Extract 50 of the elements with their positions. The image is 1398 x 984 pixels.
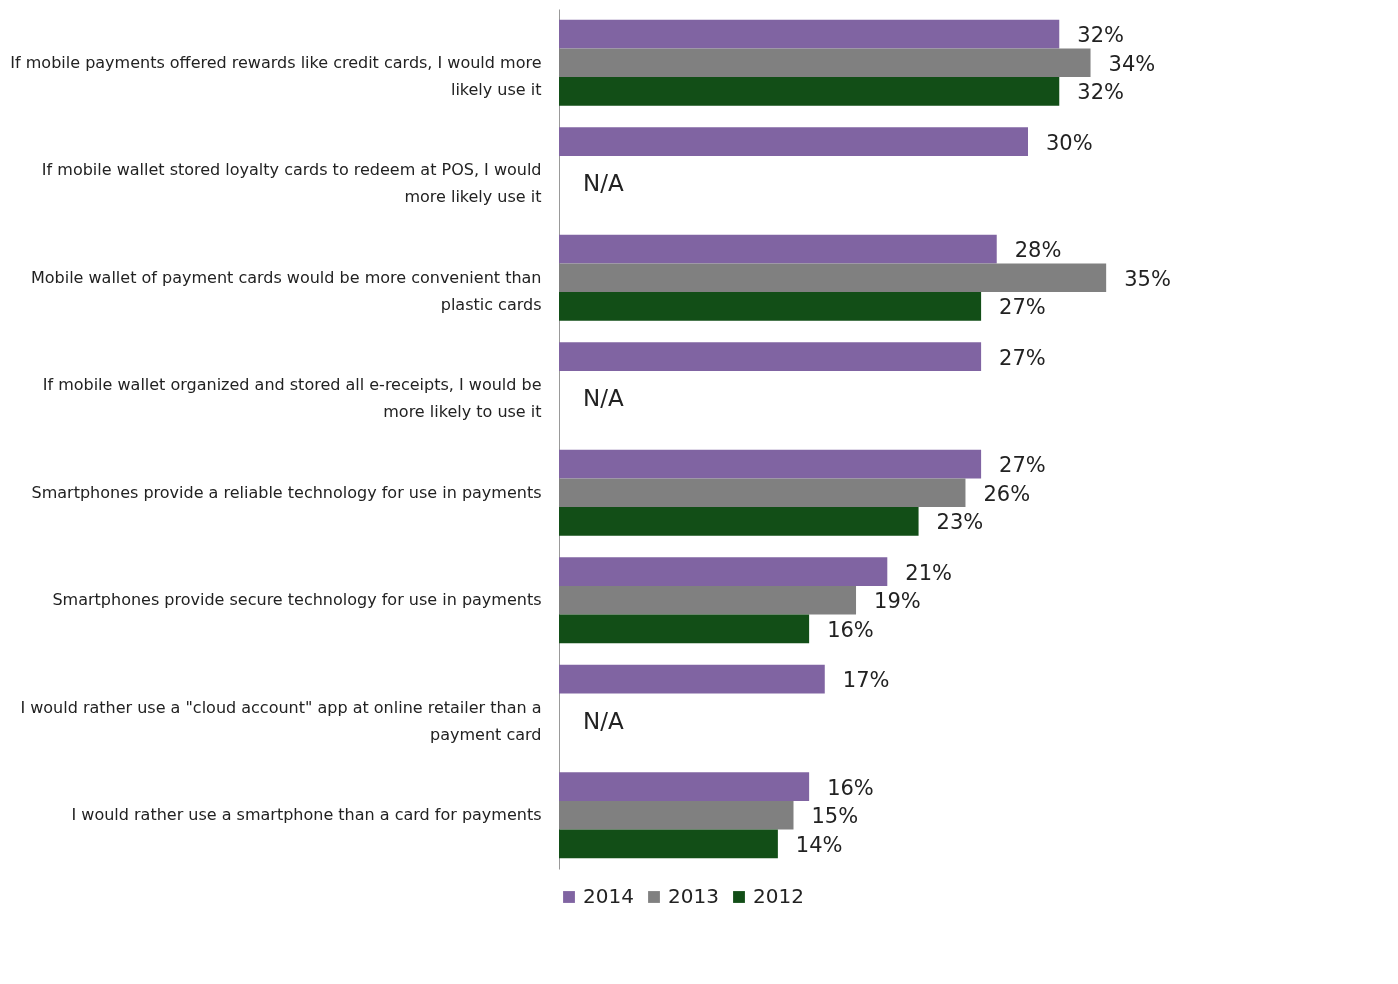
data-label: 15% bbox=[811, 804, 859, 829]
data-label: 14% bbox=[795, 832, 843, 857]
legend-label: 2012 bbox=[753, 884, 804, 908]
y-tick-label: Mobile wallet of payment cards would be more convenient than plastic cards bbox=[30, 267, 542, 314]
data-label: 16% bbox=[827, 775, 874, 800]
bar bbox=[559, 829, 778, 859]
data-label: 27% bbox=[999, 453, 1046, 478]
bar bbox=[559, 664, 825, 694]
bar bbox=[559, 234, 997, 264]
y-tick-label: I would rather use a "cloud account" app at online retailer than a payment card bbox=[20, 697, 542, 744]
bar bbox=[559, 557, 888, 586]
bar bbox=[559, 342, 982, 371]
data-label: 32% bbox=[1077, 23, 1124, 48]
legend-label: 2014 bbox=[583, 884, 634, 908]
bar bbox=[559, 19, 1060, 49]
text: N/A bbox=[583, 385, 624, 412]
data-label: 26% bbox=[983, 481, 1031, 506]
bar bbox=[559, 48, 1091, 78]
text: N/A bbox=[583, 170, 624, 197]
data-label: 21% bbox=[905, 560, 952, 585]
y-tick-label: If mobile wallet stored loyalty cards to redeem at POS, I would more likely use it bbox=[41, 160, 542, 207]
data-label: 27% bbox=[999, 295, 1046, 320]
data-label: 27% bbox=[999, 345, 1046, 370]
data-label: 34% bbox=[1108, 51, 1156, 76]
bar bbox=[559, 127, 1028, 156]
y-tick-label: Smartphones provide secure technology for use in payments bbox=[52, 590, 542, 610]
y-tick-label: I would rather use a smartphone than a card for payments bbox=[71, 805, 542, 825]
bar bbox=[559, 263, 1107, 293]
data-label: 35% bbox=[1124, 266, 1171, 291]
data-label: 30% bbox=[1046, 130, 1093, 155]
bar bbox=[559, 772, 810, 801]
text: N/A bbox=[583, 707, 624, 734]
bar bbox=[559, 585, 857, 615]
data-label: 19% bbox=[874, 589, 921, 614]
legend-label: 2013 bbox=[668, 884, 719, 908]
data-label: 17% bbox=[842, 668, 890, 693]
bar bbox=[559, 478, 966, 508]
bar bbox=[559, 800, 794, 830]
bar bbox=[559, 507, 919, 536]
data-label: 32% bbox=[1077, 80, 1124, 105]
y-tick-label: If mobile wallet organized and stored all e-receipts, I would be more likely to use it bbox=[42, 375, 542, 422]
bar bbox=[559, 449, 982, 479]
data-label: 16% bbox=[827, 617, 874, 642]
y-tick-label: If mobile payments offered rewards like credit cards, I would more likely use it bbox=[10, 52, 542, 99]
data-label: 23% bbox=[936, 510, 984, 535]
bar bbox=[559, 292, 982, 321]
bar bbox=[559, 614, 810, 644]
bar bbox=[559, 77, 1060, 106]
data-label: 28% bbox=[1014, 238, 1062, 263]
y-tick-label: Smartphones provide a reliable technology for use in payments bbox=[31, 482, 542, 502]
